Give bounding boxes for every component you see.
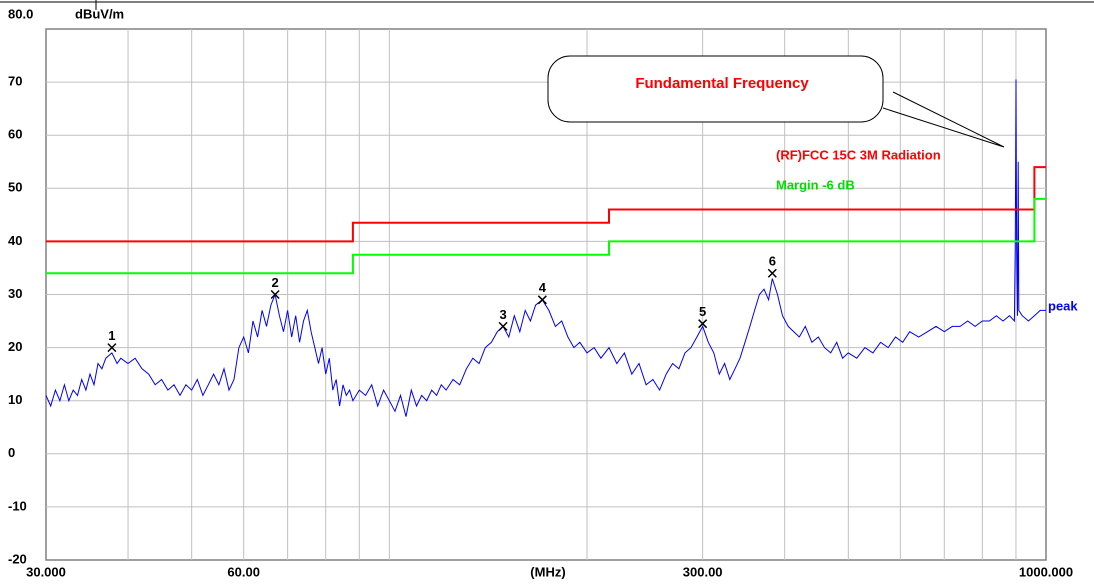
marker xyxy=(698,319,708,329)
marker-label: 6 xyxy=(769,254,776,269)
marker-cross xyxy=(107,343,117,353)
x-tick-label: 1000.000 xyxy=(1019,564,1073,579)
x-tick-label: 60.00 xyxy=(227,564,260,579)
marker xyxy=(537,295,547,305)
marker-label: 2 xyxy=(272,275,279,290)
y-tick-label: 0 xyxy=(8,445,15,460)
marker xyxy=(107,343,117,353)
y-unit: dBuV/m xyxy=(75,6,124,21)
callout-text: Fundamental Frequency xyxy=(635,75,809,92)
x-tick-label: 300.00 xyxy=(683,564,723,579)
y-tick-label: 10 xyxy=(8,392,22,407)
marker-cross xyxy=(270,289,280,300)
y-tick-label: 60 xyxy=(8,127,22,142)
y-tick-label: 40 xyxy=(8,233,22,248)
y-tick-label: 50 xyxy=(8,180,22,195)
y-tick-label: 20 xyxy=(8,339,22,354)
marker xyxy=(498,321,508,331)
callout-box xyxy=(547,55,884,123)
y-tick-label: 70 xyxy=(8,74,22,89)
marker-cross xyxy=(698,319,708,329)
series-line xyxy=(46,197,1046,275)
margin-label: Margin -6 dB xyxy=(776,177,855,192)
marker-label: 4 xyxy=(539,280,547,295)
series-line xyxy=(46,166,1046,243)
trace-label: peak xyxy=(1048,298,1078,313)
marker-label: 5 xyxy=(699,304,706,319)
y-tick-label: 80.0 xyxy=(8,6,33,21)
markers: 1 2 3 4 5 6 xyxy=(107,254,777,353)
y-tick-label: 30 xyxy=(8,286,22,301)
marker-label: 1 xyxy=(108,328,115,343)
marker-label: 3 xyxy=(499,307,506,322)
callout-pointer xyxy=(882,91,1005,148)
limit-label: (RF)FCC 15C 3M Radiation xyxy=(776,147,941,162)
marker-cross xyxy=(537,295,547,305)
x-axis-label: (MHz) xyxy=(530,564,565,579)
y-tick-label: -10 xyxy=(8,498,27,513)
x-tick-label: 30.000 xyxy=(26,564,66,579)
marker-cross xyxy=(498,321,508,331)
marker xyxy=(270,289,280,300)
marker xyxy=(767,268,777,278)
marker-cross xyxy=(767,268,777,278)
y-tick-label: -20 xyxy=(8,551,27,566)
